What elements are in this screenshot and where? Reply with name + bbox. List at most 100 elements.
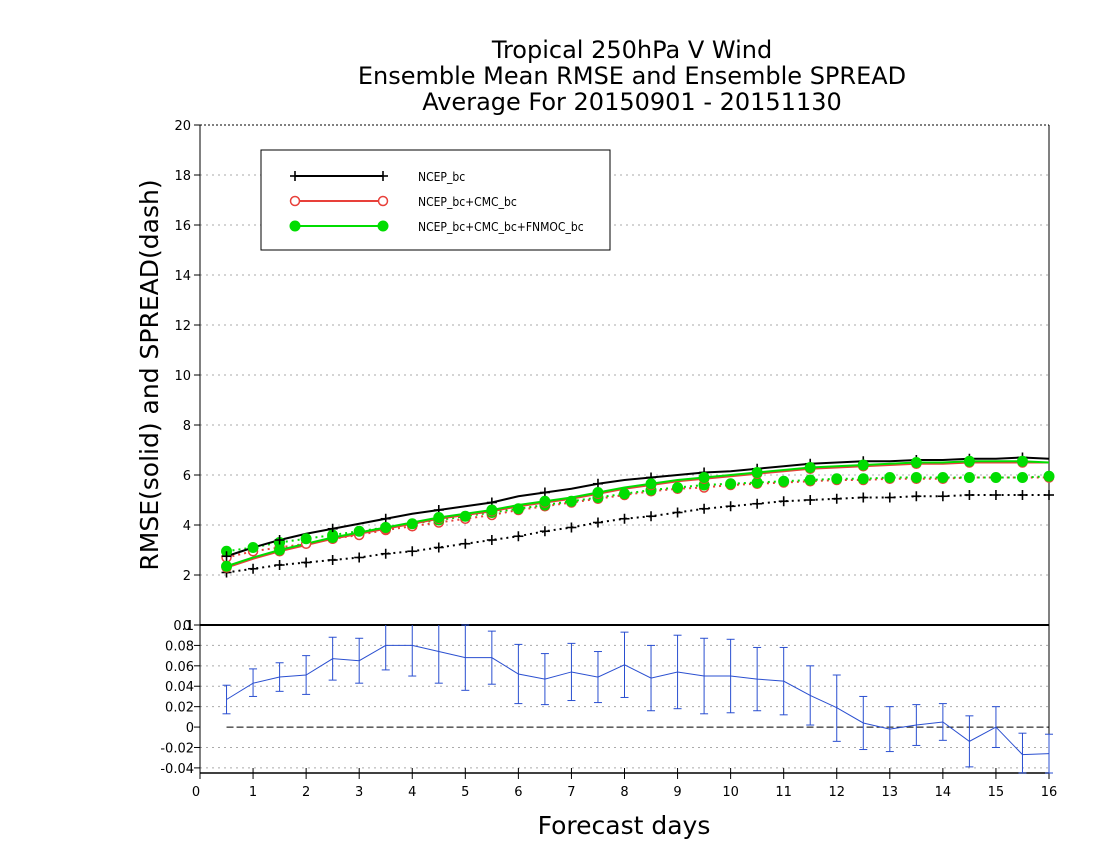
xtick-label: 5 [461,785,469,800]
spread-point-1 [619,513,630,524]
y-axis-label: RMSE(solid) and SPREAD(dash) [135,179,164,570]
spread-point-3 [884,472,896,483]
xtick-label: 0 [192,785,200,800]
legend-label-3: NCEP_bc+CMC_bc+FNMOC_bc [418,220,584,234]
spread-point-1 [433,542,444,553]
xtick-label: 12 [828,785,845,800]
spread-point-1 [646,511,657,522]
top-ytick-label: 10 [174,369,191,384]
error-bar [434,625,443,684]
spread-point-3 [247,542,259,553]
chart-title-line-3: Average For 20150901 - 20151130 [422,88,842,116]
legend-marker-2 [377,195,389,207]
spread-point-1 [248,563,259,574]
spread-point-1 [1017,490,1028,500]
spread-point-1 [513,531,524,542]
xtick-label: 11 [775,785,792,800]
x-axis-label: Forecast days [538,811,711,840]
error-bar [249,668,258,697]
error-bar [461,624,470,691]
error-bar [673,634,682,710]
error-bar [567,642,576,702]
spread-point-3 [1016,472,1028,483]
rmse-point-3 [274,544,286,556]
spread-point-1 [592,517,603,528]
bottom-ytick-label: 0.06 [165,660,194,675]
spread-point-3 [619,488,630,500]
spread-point-3 [804,474,816,486]
spread-point-3 [778,475,790,487]
error-bar [753,646,762,712]
spread-point-3 [857,473,869,485]
top-ytick-label: 12 [174,319,191,334]
error-bar [965,715,974,768]
rmse-point-3 [910,457,922,468]
rmse-point-3 [963,455,975,467]
error-bar [381,625,390,671]
xtick-label: 16 [1041,785,1058,800]
spread-point-3 [937,472,949,483]
xtick-label: 9 [673,785,681,800]
legend-label-1: NCEP_bc [418,170,465,184]
error-bar [408,625,417,677]
rmse-point-1 [221,551,232,562]
rmse-point-3 [327,532,339,543]
error-bar [328,636,337,681]
spread-point-1 [407,546,418,557]
rmse-point-3 [380,522,392,533]
spread-point-1 [831,493,842,504]
spread-point-1 [858,492,869,503]
spread-point-3 [725,478,737,490]
rmse-point-3 [751,467,763,478]
spread-point-1 [911,491,922,502]
spread-point-3 [963,472,975,483]
error-bar [938,703,947,741]
xtick-label: 3 [355,785,363,800]
top-ytick-label: 8 [183,419,191,434]
bottom-ytick-label: 0.1 [173,619,194,634]
xtick-label: 10 [722,785,739,800]
error-bar [885,706,894,753]
bottom-ytick-label: 0.02 [165,701,194,716]
spread-point-1 [566,522,577,533]
bottom-ytick-label: -0.04 [160,762,194,777]
xtick-label: 4 [408,785,416,800]
spread-point-1 [460,538,471,549]
rmse-point-3 [698,472,710,483]
rmse-point-3 [433,512,445,523]
error-bar [1018,732,1027,774]
error-bar [832,674,841,742]
spread-point-3 [831,473,843,485]
top-ytick-label: 0 [183,619,191,634]
rmse-point-1 [274,535,285,545]
difference-line [226,644,1050,756]
top-ytick-label: 16 [174,219,191,234]
rmse-point-3 [804,462,816,473]
rmse-line-1 [226,456,1050,558]
rmse-point-3 [486,504,498,516]
spread-point-3 [353,525,365,537]
spread-point-3 [459,510,471,522]
xtick-label: 7 [567,785,575,800]
spread-point-1 [1044,490,1054,500]
error-bar [912,704,921,746]
error-bar [355,637,364,684]
spread-point-1 [539,526,550,537]
spread-point-1 [964,490,975,500]
top-ytick-label: 4 [183,519,191,534]
error-bar [222,684,231,715]
spread-point-1 [486,535,497,545]
error-bar [859,695,868,751]
xtick-label: 6 [514,785,522,800]
legend-marker-1 [290,171,300,181]
legend-marker-3 [289,220,301,232]
legend-label-2: NCEP_bc+CMC_bc [418,195,517,209]
error-bar [806,665,815,726]
spread-point-3 [406,518,418,530]
xtick-label: 15 [988,785,1005,800]
spread-point-3 [512,503,524,515]
error-bar [514,643,523,705]
top-ytick-label: 18 [174,169,191,184]
spread-point-3 [1043,470,1055,482]
